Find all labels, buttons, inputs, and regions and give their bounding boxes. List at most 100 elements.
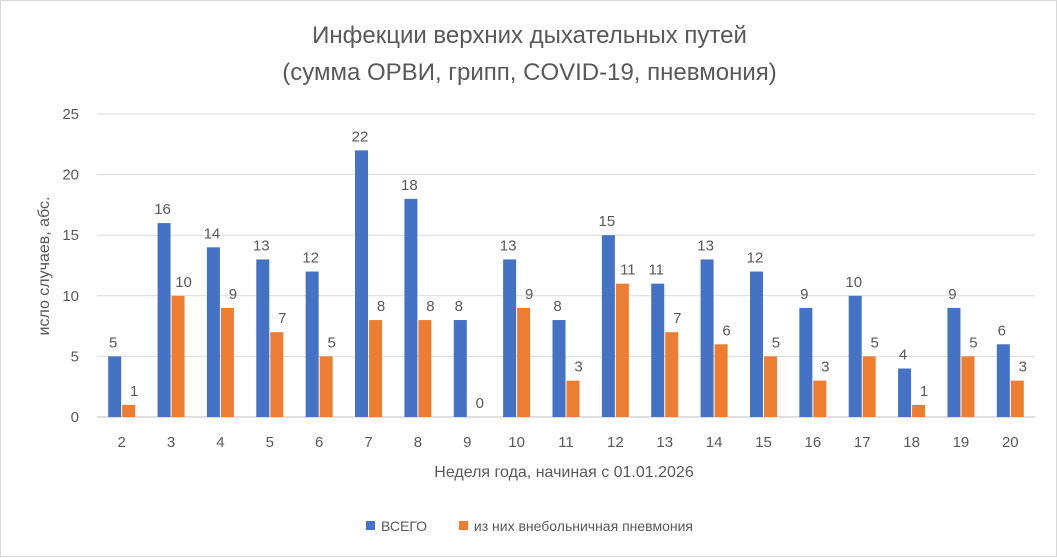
bar-pneumonia [862, 356, 876, 417]
data-label-total: 6 [998, 322, 1006, 339]
y-tick-label: 5 [71, 348, 79, 365]
bar-total [552, 320, 566, 417]
bar-total [503, 259, 517, 417]
x-tick-label: 5 [266, 434, 274, 451]
x-tick-label: 15 [755, 434, 772, 451]
data-label-pneumonia: 8 [377, 298, 385, 315]
data-label-pneumonia: 1 [920, 383, 928, 400]
data-label-pneumonia: 3 [1019, 359, 1027, 376]
data-label-total: 8 [553, 298, 561, 315]
bar-pneumonia [961, 356, 975, 417]
data-label-total: 12 [747, 250, 764, 267]
x-tick-label: 16 [804, 434, 821, 451]
bar-pneumonia [665, 332, 679, 417]
x-tick-label: 11 [558, 434, 574, 451]
data-label-pneumonia: 5 [772, 334, 780, 351]
x-axis-ticks: 2 3 4 5 6 7 8 9 10 11 12 13 14 15 16 17 18 19 20 [118, 434, 1019, 451]
data-label-pneumonia: 5 [871, 334, 879, 351]
bar-pneumonia [220, 307, 234, 417]
y-tick-label: 20 [62, 167, 79, 184]
x-tick-label: 4 [216, 434, 224, 451]
x-tick-label: 2 [118, 434, 126, 451]
data-label-pneumonia: 9 [525, 286, 533, 303]
legend-label-total: ВСЕГО [381, 517, 428, 534]
bar-total [305, 271, 319, 417]
y-axis-ticks: 0 5 10 15 20 25 [62, 106, 79, 426]
x-axis-label: Неделя года, начиная с 01.01.2026 [434, 464, 694, 481]
y-tick-label: 10 [62, 288, 79, 305]
data-label-pneumonia: 7 [673, 310, 681, 327]
data-label-total: 10 [845, 274, 862, 291]
data-label-total: 16 [154, 201, 171, 218]
y-axis-label: исло случаев, абс. [36, 197, 53, 336]
bar-pneumonia [566, 380, 580, 417]
bars [108, 150, 1024, 418]
y-tick-label: 25 [62, 106, 79, 123]
data-label-total: 13 [697, 237, 714, 254]
bar-total [700, 259, 714, 417]
chart-title-line-2: (сумма ОРВИ, грипп, COVID-19, пневмония) [282, 59, 777, 86]
data-label-total: 5 [109, 334, 117, 351]
x-tick-label: 10 [508, 434, 525, 451]
data-label-pneumonia: 5 [327, 334, 335, 351]
x-tick-label: 17 [854, 434, 871, 451]
bar-total [898, 368, 912, 417]
bar-total [749, 271, 763, 417]
bar-pneumonia [319, 356, 333, 417]
data-label-total: 15 [599, 213, 616, 230]
bar-pneumonia [122, 404, 136, 417]
bar-pneumonia [615, 283, 629, 417]
data-label-total: 13 [253, 237, 270, 254]
gridlines [97, 113, 1035, 418]
bar-pneumonia [1010, 380, 1024, 417]
legend-swatch-total [366, 521, 375, 530]
x-tick-label: 14 [706, 434, 723, 451]
bar-total [947, 307, 961, 417]
x-tick-label: 9 [463, 434, 471, 451]
data-label-total: 9 [948, 286, 956, 303]
x-tick-label: 3 [167, 434, 175, 451]
bar-total [799, 307, 813, 417]
bar-pneumonia [418, 320, 432, 417]
x-tick-label: 13 [656, 434, 673, 451]
y-tick-label: 0 [71, 409, 79, 426]
data-label-total: 22 [352, 128, 369, 145]
bar-total [404, 198, 418, 417]
data-label-total: 11 [648, 262, 664, 279]
data-label-pneumonia: 7 [278, 310, 286, 327]
x-tick-label: 7 [364, 434, 372, 451]
data-label-pneumonia: 0 [476, 395, 484, 412]
data-label-pneumonia: 10 [175, 274, 192, 291]
x-tick-label: 6 [315, 434, 323, 451]
data-label-total: 12 [302, 250, 319, 267]
chart-title-line-1: Инфекции верхних дыхательных путей [312, 22, 747, 49]
data-label-pneumonia: 8 [426, 298, 434, 315]
legend-item-pneumonia: из них внебольничная пневмония [458, 517, 693, 534]
data-label-pneumonia: 3 [574, 359, 582, 376]
bar-total [108, 356, 122, 417]
data-label-pneumonia: 11 [620, 262, 636, 279]
data-label-total: 4 [899, 347, 907, 364]
bar-total [355, 150, 369, 418]
bar-total [256, 259, 270, 417]
x-tick-label: 19 [953, 434, 970, 451]
data-label-total: 13 [500, 237, 517, 254]
bar-pneumonia [912, 404, 926, 417]
bar-total [157, 223, 171, 417]
legend-item-total: ВСЕГО [366, 518, 427, 534]
data-label-total: 14 [204, 225, 221, 242]
bar-total [601, 235, 615, 417]
legend: ВСЕГО из них внебольничная пневмония [1, 517, 1057, 534]
legend-label-pneumonia: из них внебольничная пневмония [473, 517, 693, 534]
bar-total [453, 320, 467, 417]
y-tick-label: 15 [62, 227, 79, 244]
bar-pneumonia [517, 307, 531, 417]
bar-total [848, 295, 862, 417]
bar-total [996, 344, 1010, 417]
bar-pneumonia [171, 295, 185, 417]
bar-pneumonia [714, 344, 728, 417]
data-label-pneumonia: 5 [969, 334, 977, 351]
